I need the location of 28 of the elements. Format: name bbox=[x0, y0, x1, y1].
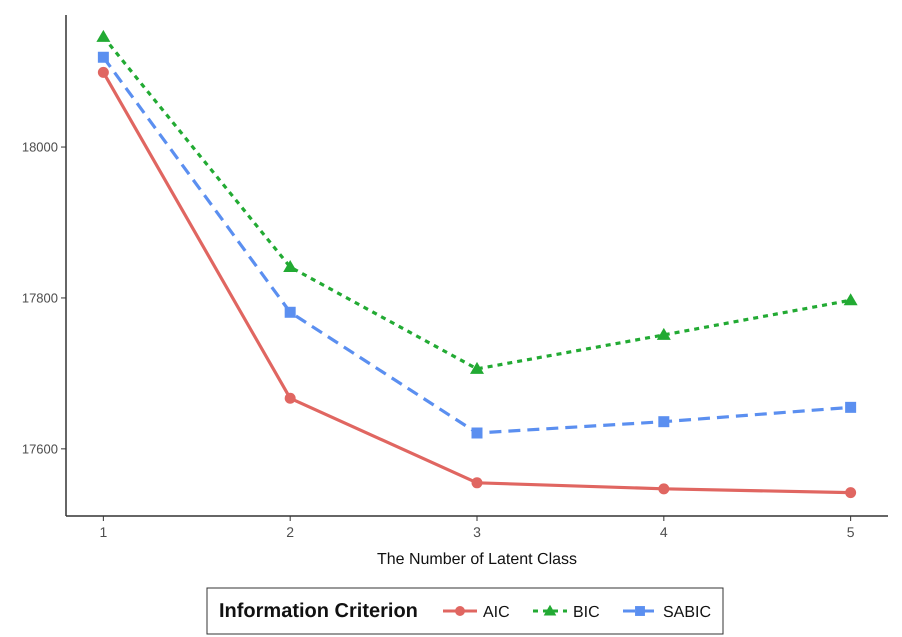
legend-label: SABIC bbox=[663, 604, 712, 621]
legend-label: BIC bbox=[573, 604, 600, 621]
legend-label: AIC bbox=[483, 604, 510, 621]
point bbox=[470, 362, 484, 374]
point bbox=[283, 260, 298, 272]
point bbox=[656, 328, 671, 340]
point bbox=[284, 306, 296, 318]
y-tick-label: 18000 bbox=[22, 140, 58, 155]
x-tick-label: 2 bbox=[286, 524, 294, 540]
point bbox=[844, 293, 858, 306]
point bbox=[472, 477, 482, 488]
x-axis-title: The Number of Latent Class bbox=[376, 551, 578, 568]
point bbox=[845, 402, 856, 413]
y-tick-label: 17600 bbox=[22, 441, 58, 456]
point bbox=[96, 30, 110, 42]
point bbox=[284, 392, 296, 404]
point bbox=[845, 487, 856, 498]
point bbox=[658, 416, 670, 428]
x-tick-label: 5 bbox=[846, 524, 855, 540]
point bbox=[98, 66, 109, 78]
y-tick-label: 17800 bbox=[22, 290, 58, 306]
x-tick-label: 4 bbox=[660, 524, 668, 540]
point bbox=[98, 52, 109, 63]
x-tick-label: 1 bbox=[99, 524, 108, 540]
x-tick-label: 3 bbox=[473, 524, 482, 540]
legend-title: Information Criterion bbox=[219, 600, 418, 622]
point bbox=[658, 483, 670, 494]
point bbox=[472, 428, 482, 439]
